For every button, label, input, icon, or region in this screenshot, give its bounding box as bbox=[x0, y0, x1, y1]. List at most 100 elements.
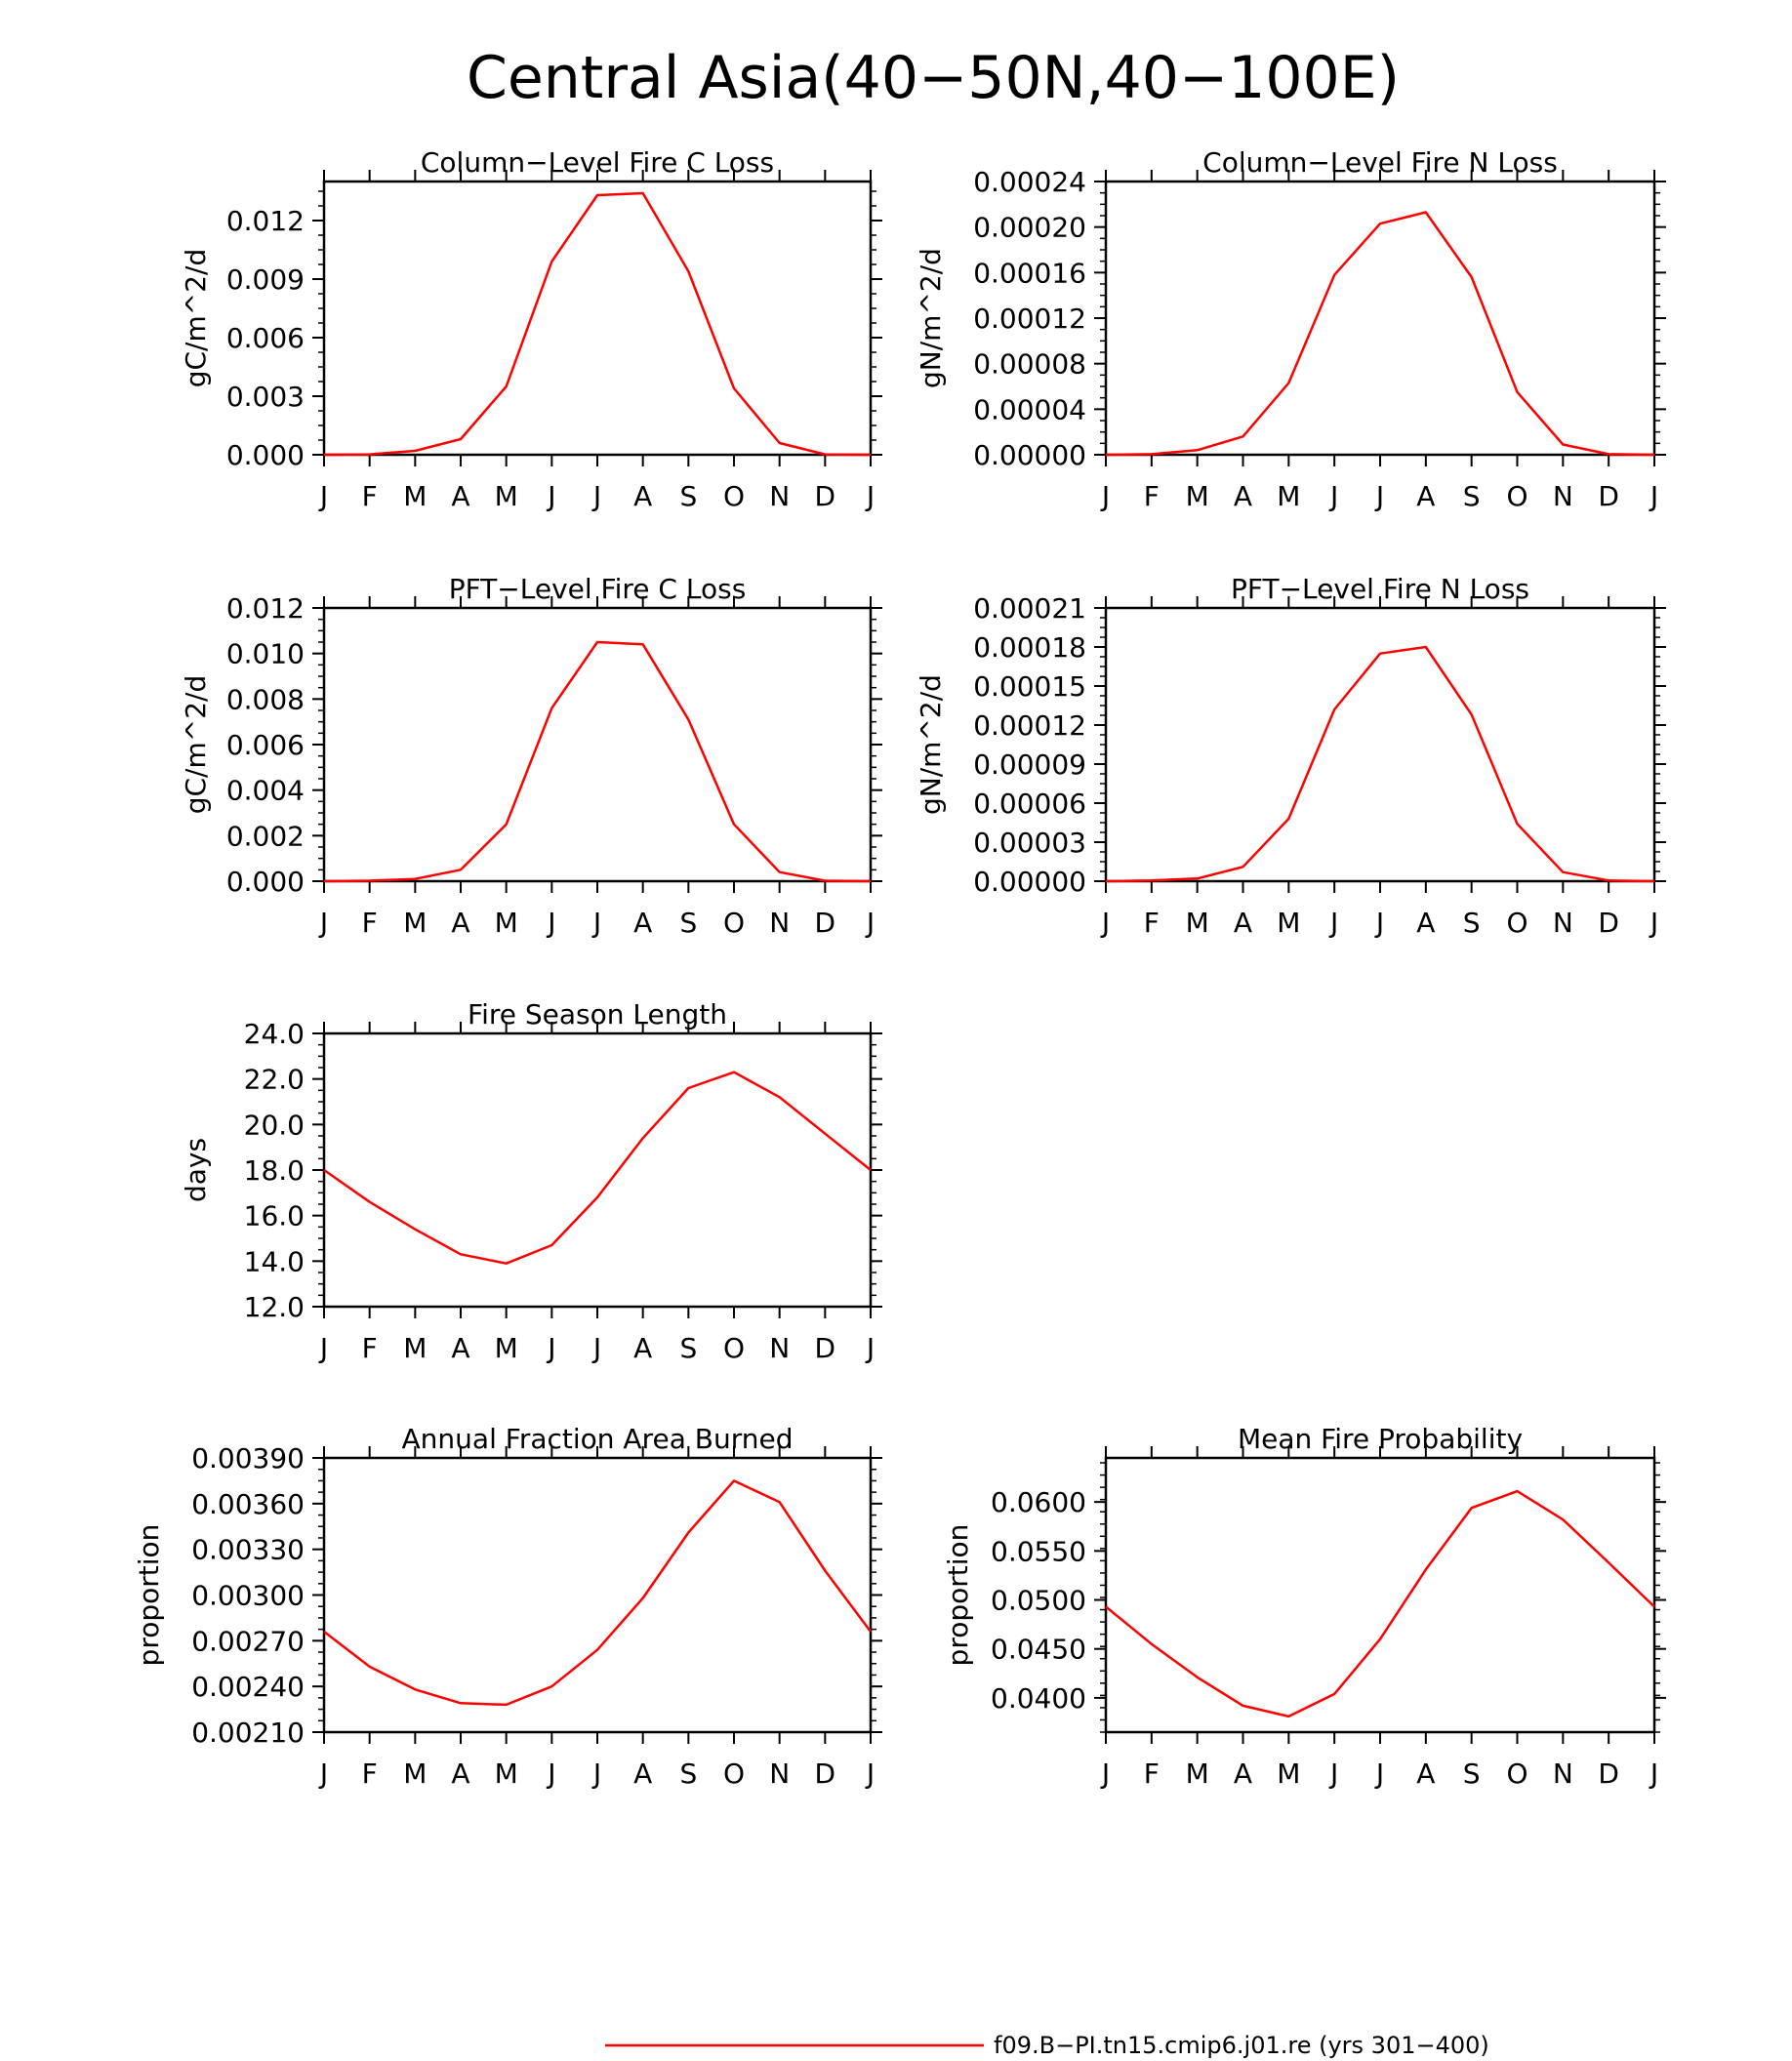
x-tick-label: N bbox=[769, 907, 790, 939]
y-axis-label: gN/m^2/d bbox=[915, 674, 947, 815]
y-tick-label: 0.00024 bbox=[973, 166, 1086, 198]
panel-burned: J F M A M J J A S O N D J0.002100.002400.002700.0030… bbox=[133, 1423, 882, 1790]
y-tick-label: 0.0450 bbox=[991, 1634, 1086, 1666]
plot-frame bbox=[1104, 606, 1656, 883]
x-tick-label: D bbox=[815, 1758, 836, 1790]
y-tick-label: 14.0 bbox=[244, 1245, 305, 1277]
series-line bbox=[323, 640, 872, 883]
y-axis-label: proportion bbox=[133, 1524, 165, 1667]
x-tick-label: D bbox=[815, 907, 836, 939]
y-tick-label: 0.00004 bbox=[973, 393, 1086, 425]
y-tick-label: 0.00018 bbox=[973, 631, 1086, 664]
x-tick-label: N bbox=[1553, 907, 1573, 939]
x-tick-label: N bbox=[769, 480, 790, 512]
x-tick-label: A bbox=[633, 1332, 652, 1364]
y-tick-label: 18.0 bbox=[244, 1154, 305, 1187]
plot-frame bbox=[1104, 1456, 1656, 1734]
panel-col-c: J F M A M J J A S O N D J0.0000.0030.0060.0090.012Co… bbox=[180, 146, 882, 512]
x-tick-label: S bbox=[679, 907, 697, 939]
x-tick-label: S bbox=[679, 1332, 697, 1364]
x-tick-label: N bbox=[1553, 480, 1573, 512]
x-tick-label: F bbox=[362, 1758, 378, 1790]
y-tick-label: 0.0500 bbox=[991, 1585, 1086, 1617]
y-tick-label: 0.00270 bbox=[191, 1625, 305, 1657]
x-tick-label: J bbox=[318, 1332, 328, 1364]
x-tick-label: A bbox=[633, 480, 652, 512]
legend-label: f09.B−PI.tn15.cmip6.j01.re (yrs 301−400) bbox=[994, 2032, 1489, 2059]
x-tick-label: J bbox=[1649, 480, 1658, 512]
panel-title: Mean Fire Probability bbox=[1238, 1423, 1523, 1455]
x-tick-label: D bbox=[1598, 480, 1619, 512]
x-tick-label: J bbox=[1374, 480, 1384, 512]
x-tick-label: F bbox=[1144, 907, 1160, 939]
panels: J F M A M J J A S O N D J0.0000.0030.0060.0090.012Co… bbox=[133, 146, 1666, 1790]
y-tick-label: 0.00000 bbox=[973, 439, 1086, 471]
x-tick-label: D bbox=[815, 480, 836, 512]
x-tick-label: J bbox=[1100, 480, 1110, 512]
x-tick-label: N bbox=[769, 1758, 790, 1790]
y-tick-label: 20.0 bbox=[244, 1109, 305, 1141]
x-tick-label: M bbox=[403, 1758, 427, 1790]
x-tick-label: J bbox=[865, 480, 875, 512]
series-line bbox=[1105, 211, 1655, 457]
y-tick-label: 0.012 bbox=[226, 592, 305, 625]
x-tick-label: J bbox=[591, 1758, 601, 1790]
x-tick-label: A bbox=[451, 1332, 469, 1364]
x-tick-label: M bbox=[403, 1332, 427, 1364]
x-tick-label: F bbox=[1144, 480, 1160, 512]
y-tick-label: 24.0 bbox=[244, 1018, 305, 1050]
x-tick-label: M bbox=[1277, 1758, 1300, 1790]
plot-frame bbox=[322, 1031, 873, 1309]
panel-pft-n: J F M A M J J A S O N D J0.000000.000030.000060.0000… bbox=[915, 573, 1666, 939]
x-tick-label: O bbox=[723, 1758, 745, 1790]
x-tick-label: M bbox=[1186, 1758, 1209, 1790]
y-tick-label: 0.00020 bbox=[973, 212, 1086, 244]
y-tick-label: 0.00000 bbox=[973, 866, 1086, 898]
x-tick-label: D bbox=[815, 1332, 836, 1364]
y-tick-label: 12.0 bbox=[244, 1291, 305, 1323]
x-tick-label: J bbox=[318, 907, 328, 939]
x-tick-label: F bbox=[1144, 1758, 1160, 1790]
y-tick-label: 0.012 bbox=[226, 205, 305, 237]
plot-frame bbox=[322, 180, 873, 457]
y-tick-label: 0.00012 bbox=[973, 709, 1086, 742]
panel-col-n: J F M A M J J A S O N D J0.000000.000040.000080.0001… bbox=[915, 146, 1666, 512]
series-line bbox=[1105, 1489, 1655, 1718]
x-tick-label: M bbox=[495, 1332, 518, 1364]
x-tick-label: M bbox=[403, 480, 427, 512]
x-tick-label: A bbox=[1234, 480, 1252, 512]
panel-title: Column−Level Fire C Loss bbox=[421, 146, 774, 179]
x-tick-label: O bbox=[1506, 480, 1527, 512]
x-tick-label: J bbox=[1374, 1758, 1384, 1790]
series-line bbox=[1105, 645, 1655, 883]
x-tick-label: J bbox=[546, 480, 555, 512]
y-tick-label: 0.00390 bbox=[191, 1442, 305, 1475]
y-tick-label: 0.00330 bbox=[191, 1534, 305, 1566]
x-tick-label: A bbox=[633, 1758, 652, 1790]
x-tick-label: J bbox=[1100, 1758, 1110, 1790]
x-tick-label: A bbox=[633, 907, 652, 939]
x-tick-label: M bbox=[1277, 480, 1300, 512]
x-tick-label: F bbox=[362, 480, 378, 512]
panel-title: PFT−Level Fire N Loss bbox=[1231, 573, 1529, 605]
x-tick-label: N bbox=[769, 1332, 790, 1364]
x-tick-label: J bbox=[1100, 907, 1110, 939]
y-tick-label: 0.000 bbox=[226, 866, 305, 898]
y-tick-label: 0.00008 bbox=[973, 348, 1086, 381]
y-tick-label: 0.0600 bbox=[991, 1486, 1086, 1518]
x-tick-label: J bbox=[591, 480, 601, 512]
y-tick-label: 0.010 bbox=[226, 638, 305, 670]
y-tick-label: 0.006 bbox=[226, 322, 305, 354]
x-tick-label: M bbox=[1277, 907, 1300, 939]
panel-prob: J F M A M J J A S O N D J0.04000.04500.05000.05500.0… bbox=[942, 1423, 1666, 1790]
x-tick-label: J bbox=[1649, 1758, 1658, 1790]
plot-frame bbox=[322, 606, 873, 883]
y-tick-label: 16.0 bbox=[244, 1200, 305, 1233]
x-tick-label: J bbox=[865, 907, 875, 939]
y-tick-label: 0.00009 bbox=[973, 748, 1086, 781]
y-tick-label: 0.00240 bbox=[191, 1671, 305, 1703]
y-tick-label: 0.002 bbox=[226, 820, 305, 852]
x-tick-label: J bbox=[1374, 907, 1384, 939]
x-tick-label: J bbox=[591, 907, 601, 939]
y-tick-label: 0.0550 bbox=[991, 1535, 1086, 1567]
